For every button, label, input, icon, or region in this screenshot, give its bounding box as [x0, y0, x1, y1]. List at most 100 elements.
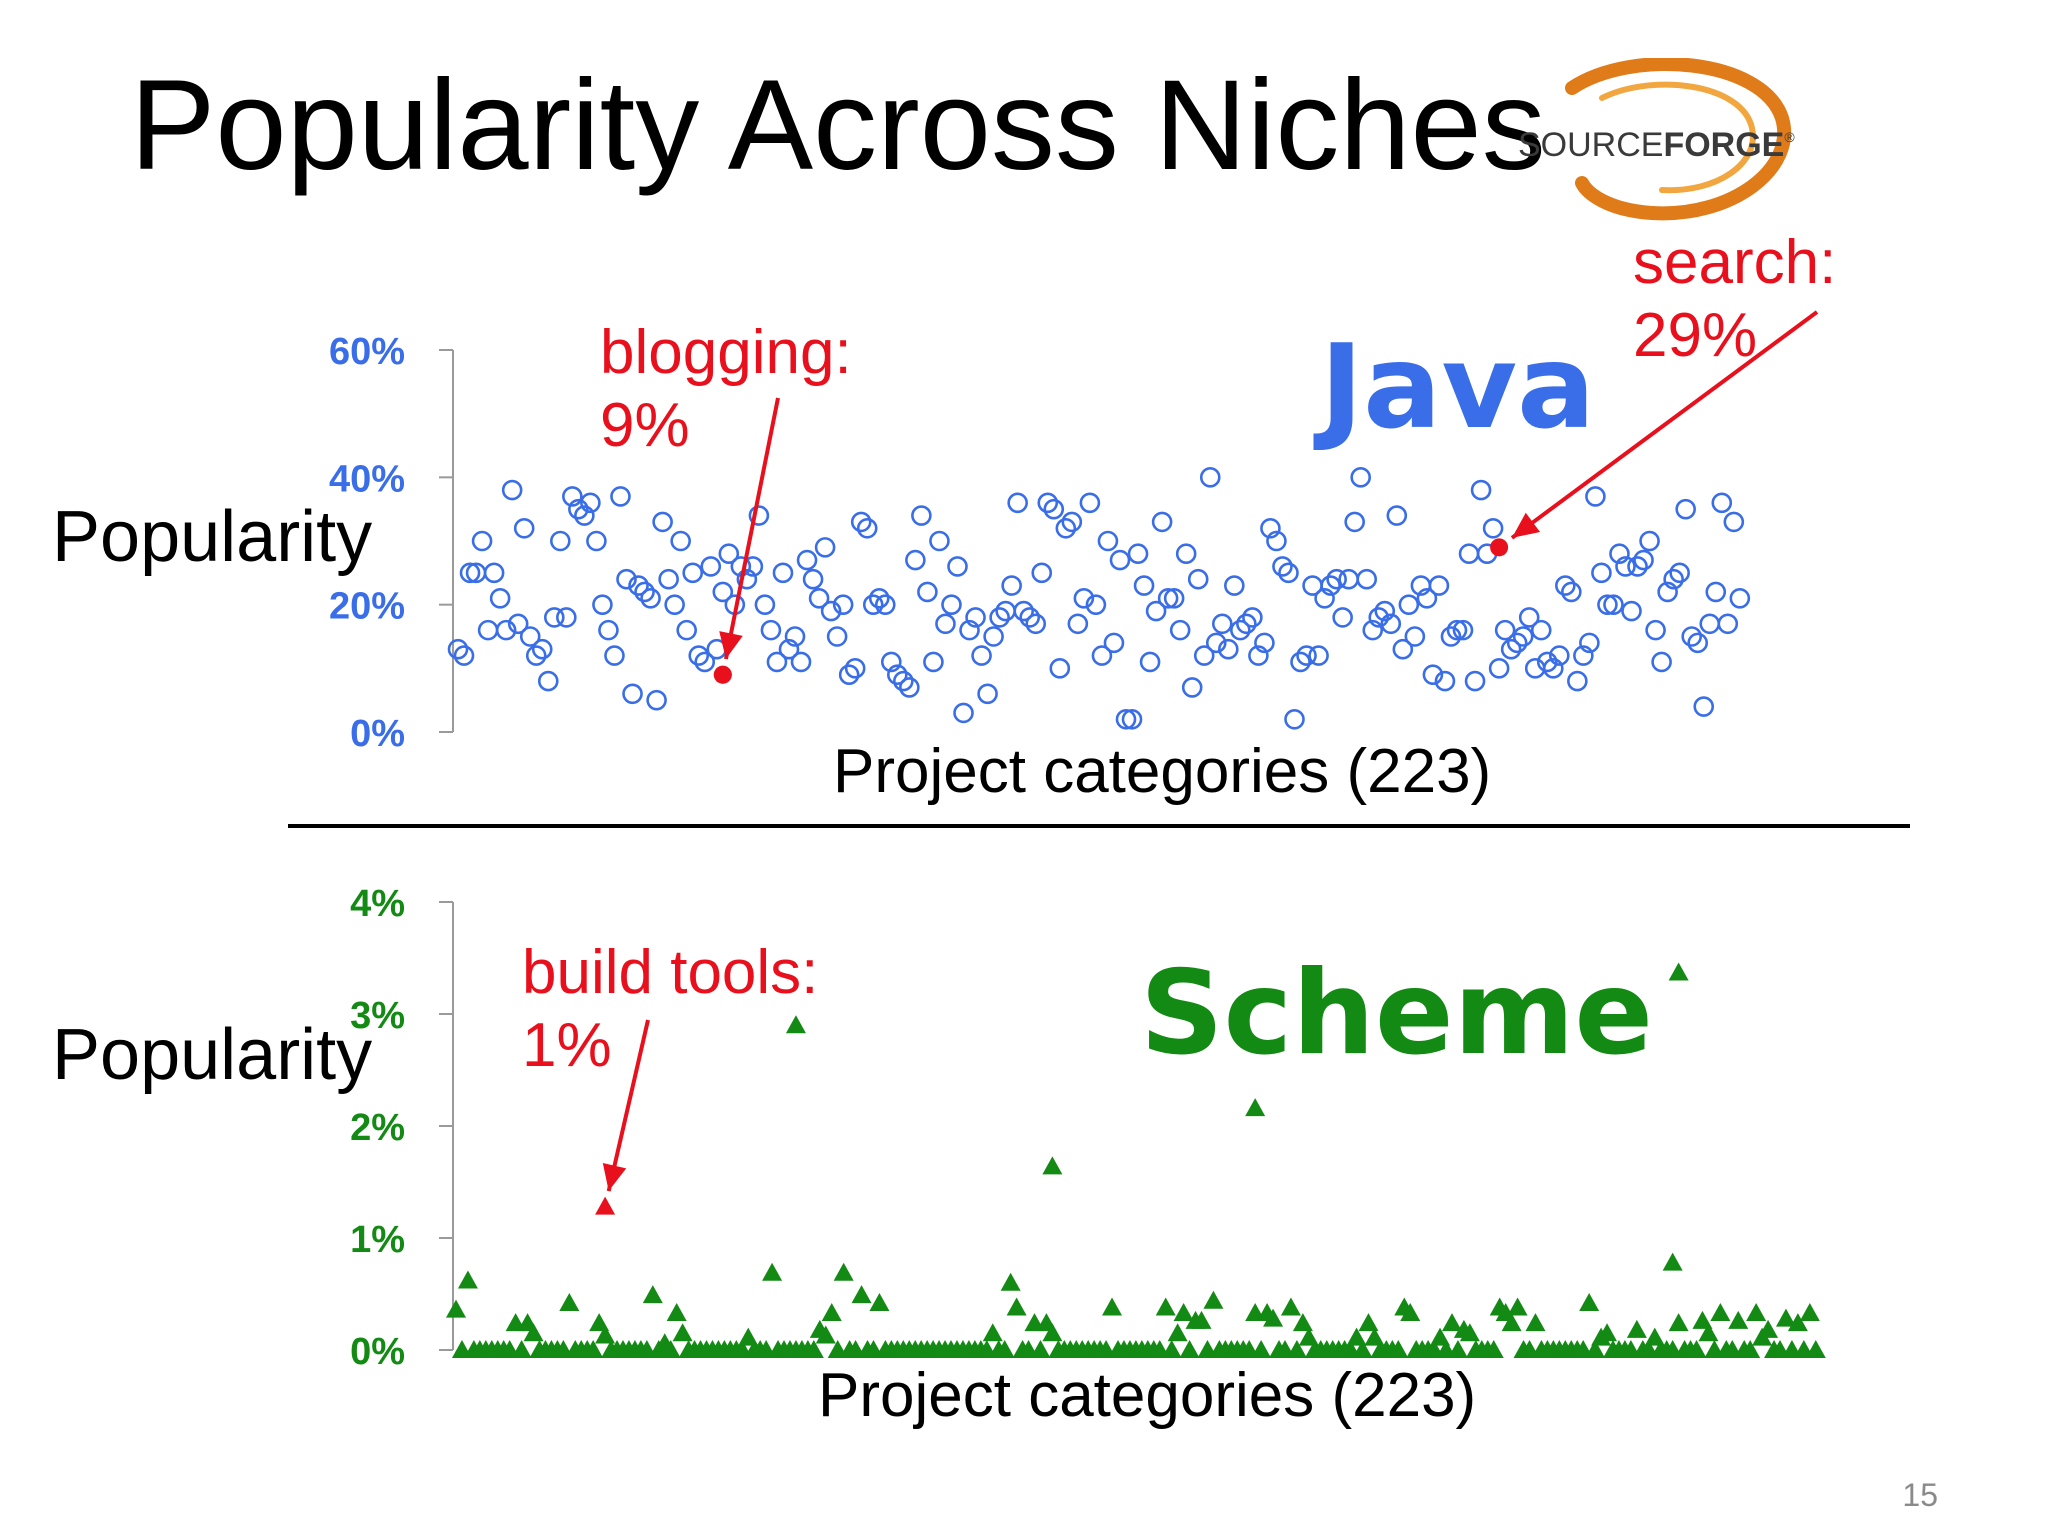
java-data-point — [1109, 549, 1131, 571]
java-data-point — [1260, 517, 1281, 539]
scheme-data-point — [1280, 1297, 1301, 1316]
java-data-point — [556, 607, 577, 628]
java-data-point — [501, 479, 523, 501]
scheme-y-tick-label: 3% — [350, 995, 405, 1037]
java-data-point — [754, 594, 776, 615]
java-y-axis-label: Popularity — [52, 497, 373, 577]
scheme-y-tick-label: 1% — [350, 1219, 405, 1261]
java-data-point — [1296, 645, 1317, 666]
java-data-point — [1663, 568, 1684, 590]
java-data-point — [1452, 619, 1474, 641]
java-data-point — [1001, 575, 1022, 596]
java-data-point — [700, 556, 722, 577]
java-data-point — [712, 581, 734, 603]
java-data-point — [808, 587, 830, 609]
scheme-data-point — [660, 1340, 681, 1358]
java-data-point — [1711, 492, 1733, 514]
scheme-data-point — [821, 1303, 842, 1322]
java-data-point — [531, 638, 553, 660]
java-data-point — [640, 587, 661, 609]
java-data-point — [917, 581, 938, 603]
java-data-point — [628, 575, 649, 596]
java-data-point — [1187, 568, 1209, 590]
java-data-point — [1199, 467, 1221, 488]
java-data-point — [736, 568, 758, 590]
java-data-point — [1639, 530, 1660, 552]
scheme-data-point — [1698, 1323, 1719, 1342]
java-y-tick-label: 40% — [329, 458, 405, 500]
java-data-point — [790, 651, 812, 673]
java-data-point — [1350, 467, 1372, 488]
annotation-search: search: 29% — [1633, 228, 1837, 371]
java-data-point — [507, 613, 529, 635]
java-data-point — [1536, 651, 1558, 673]
page-number: 15 — [1902, 1477, 1938, 1513]
java-data-point — [646, 689, 667, 711]
java-data-point — [1729, 587, 1751, 609]
java-data-point — [1139, 651, 1161, 673]
java-data-point — [1230, 619, 1251, 641]
java-data-point — [1254, 632, 1275, 654]
scheme-data-point — [559, 1292, 580, 1311]
java-data-point — [868, 587, 890, 609]
java-data-point — [1091, 645, 1113, 666]
java-data-point — [1548, 645, 1570, 666]
java-data-point — [592, 594, 613, 615]
java-data-point — [1037, 492, 1059, 514]
scheme-data-point — [851, 1285, 872, 1304]
scheme-data-point — [1161, 1340, 1182, 1358]
java-data-point — [1603, 594, 1624, 615]
java-data-point — [1591, 562, 1612, 584]
java-data-point — [1386, 505, 1408, 526]
java-data-point — [1615, 556, 1636, 577]
scheme-data-point — [869, 1292, 890, 1311]
scheme-data-point — [738, 1327, 759, 1346]
scheme-data-point — [1042, 1156, 1063, 1175]
java-data-point — [1127, 543, 1149, 565]
scheme-data-point — [583, 1340, 604, 1358]
java-data-point — [971, 645, 992, 666]
java-data-point — [1416, 587, 1438, 609]
java-data-point — [1007, 492, 1028, 514]
java-data-point — [911, 505, 932, 526]
java-data-point — [1609, 543, 1630, 565]
java-data-point — [1013, 600, 1034, 622]
annotation-build-tools: build tools: 1% — [522, 938, 819, 1081]
java-data-point — [832, 594, 854, 615]
java-data-point — [622, 683, 643, 705]
scheme-data-point — [1042, 1323, 1063, 1342]
java-data-point — [1157, 587, 1179, 609]
scheme-data-point — [803, 1340, 824, 1358]
scheme-data-point — [672, 1323, 693, 1342]
java-data-point — [550, 530, 571, 552]
java-data-point — [1657, 581, 1678, 603]
scheme-data-point — [1459, 1323, 1480, 1342]
scheme-data-point — [666, 1303, 687, 1322]
java-highlight-point — [713, 665, 732, 684]
java-data-point — [658, 568, 679, 590]
java-data-point — [519, 626, 541, 647]
java-data-point — [838, 664, 860, 686]
java-data-point — [1163, 587, 1185, 609]
java-data-point — [1181, 677, 1203, 698]
java-data-point — [634, 581, 655, 603]
java-data-point — [796, 549, 818, 571]
java-data-point — [880, 651, 902, 673]
java-data-point — [899, 677, 920, 698]
scheme-data-point — [1251, 1340, 1272, 1358]
java-data-point — [562, 486, 583, 507]
java-data-point — [1175, 543, 1197, 565]
java-data-point — [1356, 568, 1378, 590]
scheme-data-point — [1597, 1323, 1618, 1342]
java-data-point — [459, 562, 481, 584]
java-data-point — [489, 587, 511, 609]
java-label: Java — [1320, 320, 1596, 455]
java-data-point — [453, 645, 475, 666]
java-data-point — [1025, 613, 1047, 635]
java-data-point — [1344, 511, 1365, 533]
java-data-point — [959, 619, 980, 641]
java-data-point — [1651, 651, 1672, 673]
java-data-point — [1314, 587, 1335, 609]
java-data-point — [1687, 632, 1709, 654]
scheme-data-point — [1585, 1340, 1606, 1358]
